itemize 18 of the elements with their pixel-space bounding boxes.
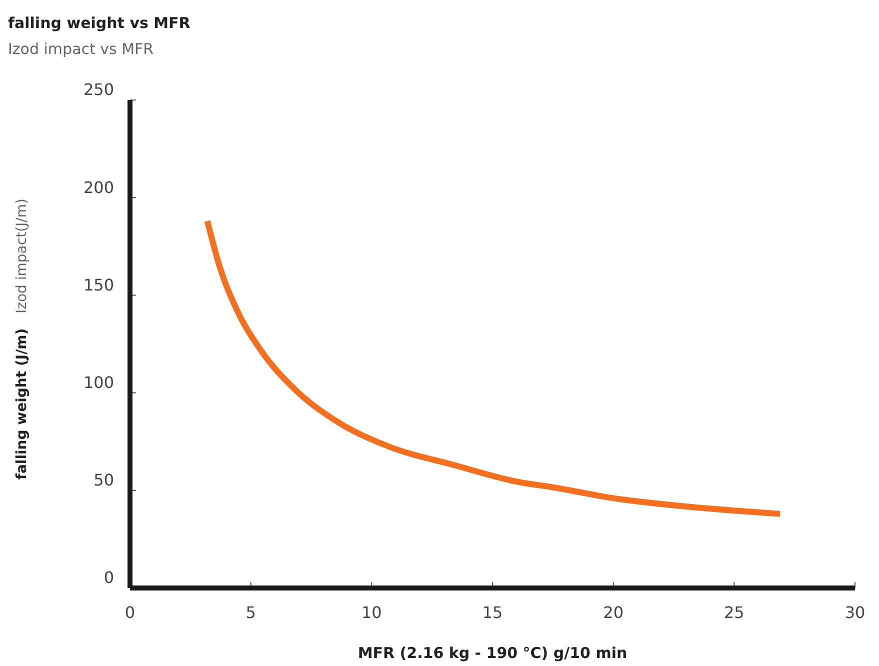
y-tick-label: 150 [83, 275, 114, 294]
chart-title: falling weight vs MFR [8, 14, 191, 32]
y-tick-label: 200 [83, 178, 114, 197]
y-axis-title: falling weight (J/m) [14, 328, 30, 480]
x-tick-label: 5 [246, 603, 256, 622]
x-tick-label: 15 [482, 603, 503, 622]
text: Izod impact(J/m) [14, 198, 30, 314]
x-axis-title: MFR (2.16 kg - 190 °C) g/10 min [358, 644, 628, 662]
x-tick-label: 10 [361, 603, 382, 622]
x-tick-label: 20 [603, 603, 624, 622]
y-tick-label: 100 [83, 373, 114, 392]
y-tick-label: 250 [83, 80, 114, 100]
y-tick-label: 0 [104, 568, 114, 588]
x-tick-label: 0 [124, 603, 136, 622]
x-tick-label: 30 [844, 603, 866, 622]
x-tick-label: 25 [724, 603, 744, 622]
chart-subtitle: Izod impact vs MFR [8, 40, 154, 58]
y-tick-label: 50 [94, 470, 114, 490]
